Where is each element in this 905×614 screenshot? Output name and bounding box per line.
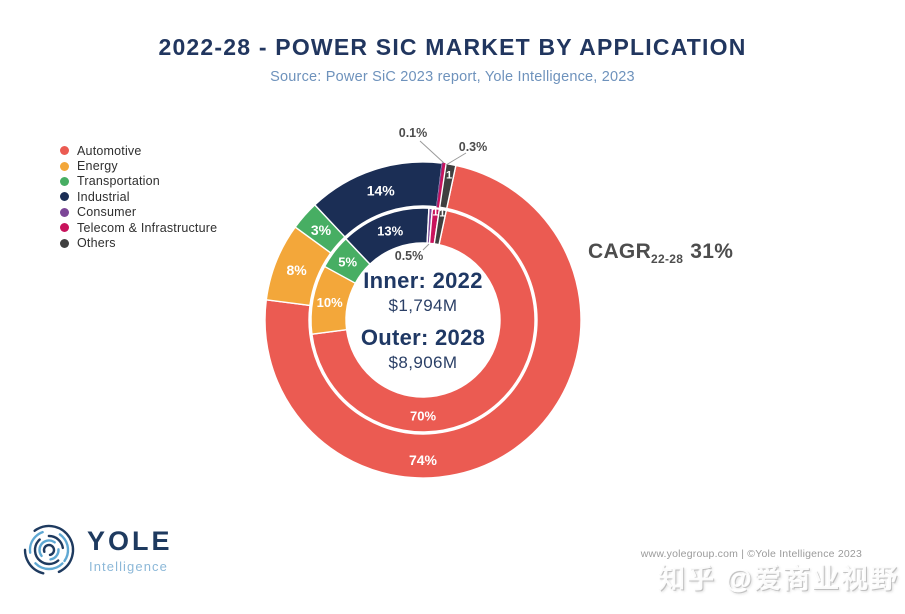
label-leader-line [445, 152, 467, 166]
label-inner-telecom-infrastructure: 1 [432, 207, 438, 219]
label-outer-automotive: 74% [409, 452, 438, 468]
logo-subtext: Intelligence [89, 559, 168, 574]
legend: Automotive Energy Transportation Industrial… [60, 143, 217, 251]
label-inner-automotive: 70% [410, 409, 436, 424]
slice-inner-automotive [311, 209, 536, 433]
inner-year-label: Inner: 2022 [363, 268, 483, 293]
credit-line: www.yolegroup.com | ©Yole Intelligence 2… [640, 548, 862, 560]
outer-value-label: $8,906M [388, 353, 458, 372]
legend-label: Others [77, 236, 116, 251]
slice-outer-others [438, 163, 457, 210]
label-inner-consumer: 0.5% [395, 249, 424, 263]
legend-item: Telecom & Infrastructure [60, 220, 217, 235]
legend-label: Telecom & Infrastructure [77, 220, 218, 235]
label-leader-line [419, 140, 445, 164]
yole-logo-text: YOLE Intelligence [87, 521, 173, 575]
label-outer-industrial: 14% [367, 183, 396, 199]
logo-wordmark: YOLE [87, 526, 173, 556]
label-inner-transportation: 5% [338, 255, 357, 270]
legend-item: Industrial [60, 189, 217, 204]
legend-item: Energy [60, 158, 217, 173]
inner-value-label: $1,794M [388, 296, 458, 315]
cagr-value: 31% [690, 240, 734, 263]
cagr-subscript: 22-28 [651, 252, 684, 267]
legend-dot-icon [60, 192, 69, 202]
page-title: 2022-28 - POWER SIC MARKET BY APPLICATIO… [158, 34, 747, 60]
label-outer-transportation: 3% [311, 222, 332, 238]
cagr-annotation: CAGR22-28 31% [588, 240, 733, 266]
legend-dot-icon [60, 207, 69, 217]
yole-logo: YOLE Intelligence [20, 521, 173, 579]
legend-label: Transportation [77, 174, 160, 189]
legend-label: Industrial [77, 189, 130, 204]
legend-label: Energy [77, 159, 118, 174]
donut-center-label: Inner: 2022 $1,794M Outer: 2028 $8,906M [313, 268, 533, 382]
label-outer-consumer: 0.1% [399, 126, 428, 140]
label-outer-others: 1 [446, 169, 452, 181]
label-inner-energy: 10% [317, 295, 343, 310]
legend-dot-icon [60, 176, 69, 186]
legend-dot-icon [60, 146, 69, 156]
donut-chart: 70%10%5%13%1 174%8%3%14%10.1%0.3%0.5% [264, 126, 582, 479]
label-leader-line [422, 243, 430, 251]
slice-outer-automotive [264, 164, 582, 479]
label-inner-others: 1 [439, 208, 445, 220]
legend-item: Automotive [60, 143, 217, 158]
watermark: 知乎 @爱商业视野 [658, 564, 899, 594]
legend-dot-icon [60, 223, 69, 233]
slice-inner-others [433, 208, 447, 246]
source-subtitle: Source: Power SiC 2023 report, Yole Inte… [270, 69, 635, 85]
legend-dot-icon [60, 238, 69, 248]
cagr-label: CAGR [588, 240, 652, 263]
legend-item: Consumer [60, 205, 217, 220]
legend-label: Consumer [77, 205, 137, 220]
label-inner-industrial: 13% [377, 223, 403, 238]
legend-dot-icon [60, 161, 69, 171]
legend-item: Others [60, 235, 217, 250]
label-outer-telecom-infrastructure: 0.3% [459, 140, 488, 154]
outer-year-label: Outer: 2028 [360, 325, 486, 350]
legend-label: Automotive [77, 143, 142, 158]
legend-item: Transportation [60, 174, 217, 189]
yole-logo-icon [23, 524, 75, 576]
label-outer-energy: 8% [287, 262, 308, 278]
